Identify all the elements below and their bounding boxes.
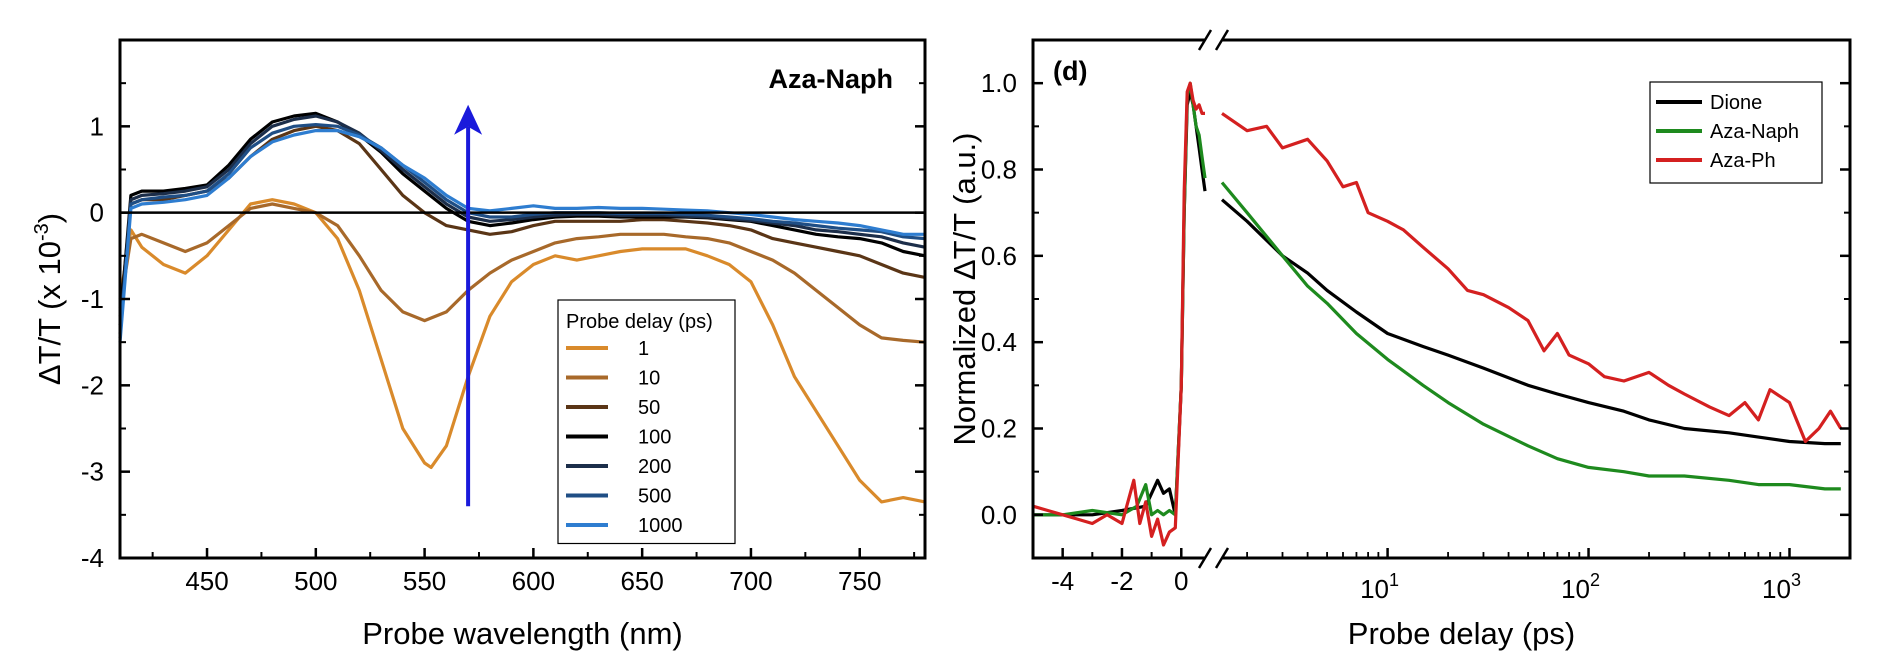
y-axis-title-main: ΔT/T (x 10: [32, 241, 67, 385]
axis-break-gap: [1205, 554, 1222, 562]
kinetics-y-axis-title: Normalized ΔT/T (a.u.): [947, 133, 982, 446]
kinetics-panel: -4 -2 0 101 102 103 0.0 0.2 0.4 0.6 0.8 1.0 (d) Pr…: [947, 29, 1852, 651]
legend-label-100: 100: [638, 427, 671, 449]
series-line-100ps: [118, 111, 926, 326]
axis-break-slash: [1214, 547, 1230, 569]
spectra-panel-title: Aza-Naph: [768, 64, 893, 94]
y-tick-label: 1.0: [981, 68, 1017, 98]
y-tick-label: -2: [81, 370, 104, 400]
x-tick-label: 700: [729, 566, 772, 596]
spectra-y-ticks: -4 -3 -2 -1 0 1: [81, 82, 925, 573]
axis-break-slash: [1197, 29, 1213, 51]
kinetics-line-early-aza-ph: [1032, 81, 1205, 547]
y-axis-title-exponent: -3: [31, 223, 53, 241]
kinetics-x-ticks: -4 -2 0 101 102 103: [1032, 548, 1851, 604]
kinetics-x-axis-title: Probe delay (ps): [1348, 616, 1575, 651]
series-line-1000ps: [118, 129, 925, 343]
spectra-y-axis-title: ΔT/T (x 10-3): [31, 213, 67, 385]
x-tick-label: 450: [185, 566, 228, 596]
x-tick-label: 102: [1561, 570, 1600, 604]
x-tick-label: 500: [294, 566, 337, 596]
axis-break-slash: [1214, 29, 1230, 51]
x-tick-label: 0: [1174, 566, 1188, 596]
y-tick-label: 0.0: [981, 500, 1017, 530]
arrow-head: [454, 104, 483, 135]
spectra-plot-frame: [118, 38, 927, 560]
legend-label-500: 500: [638, 486, 671, 508]
spectra-panel: 450 500 550 600 650 700 750 -4 -3 -2 -1 0 1 Aza-Nap…: [31, 38, 927, 651]
spectra-series-layer: [118, 111, 926, 504]
axis-break-marks: [1197, 29, 1230, 569]
spectra-x-axis-title: Probe wavelength (nm): [362, 616, 683, 651]
kinetics-line-late-aza-naph: [1220, 181, 1841, 491]
y-tick-label: -1: [81, 284, 104, 314]
delay-arrow: [454, 104, 483, 507]
legend-label-aza-ph: Aza-Ph: [1710, 150, 1776, 172]
legend-label-aza-naph: Aza-Naph: [1710, 121, 1799, 143]
spectra-x-ticks: 450 500 550 600 650 700 750: [151, 548, 916, 596]
y-tick-label: 0.2: [981, 414, 1017, 444]
x-tick-label: 101: [1360, 570, 1399, 604]
x-tick-label: 650: [620, 566, 663, 596]
y-tick-label: 0.8: [981, 155, 1017, 185]
y-tick-label: 0.6: [981, 241, 1017, 271]
legend-label-50: 50: [638, 397, 660, 419]
spectra-legend-title: Probe delay (ps): [566, 311, 713, 333]
y-tick-label: 1: [90, 111, 104, 141]
spectra-legend: Probe delay (ps) 1 10 50 100 200 500 1000: [557, 299, 736, 545]
legend-label-10: 10: [638, 368, 660, 390]
axis-break-gap: [1205, 36, 1222, 44]
x-tick-label: 600: [512, 566, 555, 596]
kinetics-line-late-dione: [1220, 198, 1841, 446]
kinetics-series-layer: [1032, 81, 1843, 547]
spectra-legend-box: [557, 299, 736, 545]
series-line-10ps: [118, 202, 926, 344]
x-tick-label: -4: [1051, 566, 1074, 596]
y-tick-label: 0: [90, 198, 104, 228]
x-tick-label: -2: [1110, 566, 1133, 596]
y-tick-label: -4: [81, 543, 104, 573]
x-tick-label: 103: [1762, 570, 1801, 604]
kinetics-line-late-aza-ph: [1221, 112, 1843, 444]
kinetics-panel-label: (d): [1053, 56, 1087, 86]
series-line-500ps: [118, 122, 926, 339]
kinetics-y-ticks: 0.0 0.2 0.4 0.6 0.8 1.0: [981, 39, 1850, 559]
x-tick-label: 550: [403, 566, 446, 596]
legend-label-dione: Dione: [1710, 92, 1762, 114]
kinetics-legend: Dione Aza-Naph Aza-Ph: [1649, 81, 1823, 184]
axis-break-slash: [1197, 547, 1213, 569]
x-tick-label: 750: [838, 566, 881, 596]
y-tick-label: -3: [81, 457, 104, 487]
legend-label-200: 200: [638, 456, 671, 478]
series-line-200ps: [118, 114, 926, 334]
legend-label-1000: 1000: [638, 515, 683, 537]
y-axis-title-close: ): [32, 213, 67, 223]
legend-label-1: 1: [638, 338, 649, 360]
y-tick-label: 0.4: [981, 327, 1017, 357]
